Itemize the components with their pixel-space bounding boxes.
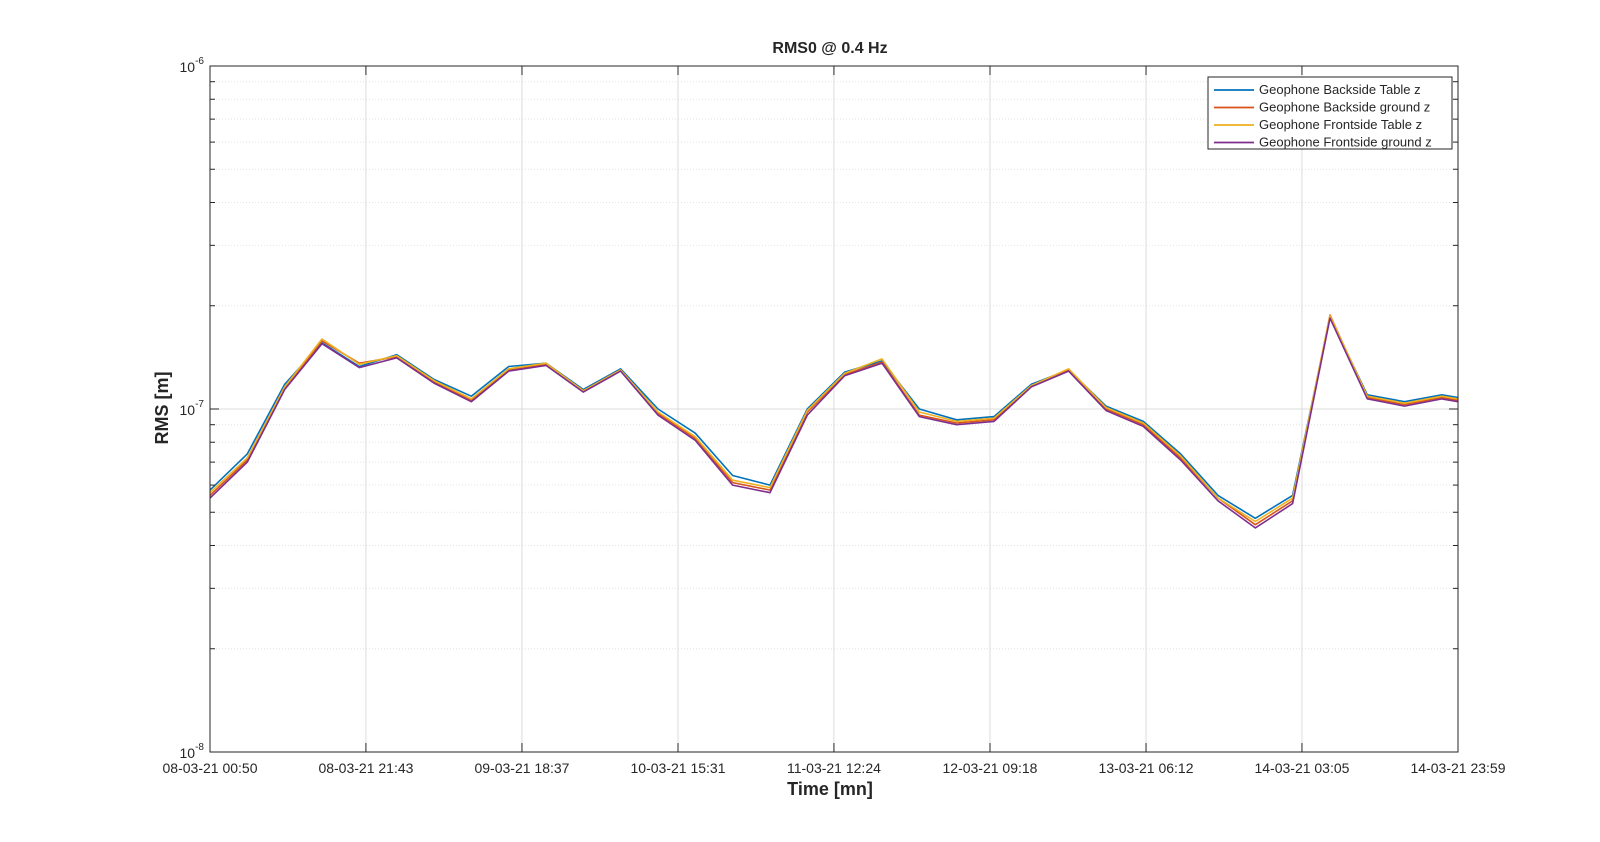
legend-label: Geophone Backside ground z [1259, 100, 1430, 115]
y-tick-label: 10-7 [180, 399, 205, 418]
plot-area [209, 65, 1459, 753]
x-tick-label: 12-03-21 09:18 [943, 760, 1038, 776]
legend: Geophone Backside Table z Geophone Backsi… [1207, 76, 1453, 150]
legend-label: Geophone Frontside Table z [1259, 117, 1422, 132]
y-tick-label: 10-8 [180, 742, 205, 761]
y-tick-label: 10-6 [180, 56, 205, 75]
x-tick-label: 10-03-21 15:31 [631, 760, 726, 776]
y-tick-base: 10 [180, 745, 196, 761]
x-tick-label: 08-03-21 00:50 [163, 760, 258, 776]
y-tick-labels: 10-810-710-6 [180, 56, 205, 761]
tick-marks [209, 65, 1459, 753]
x-tick-label: 09-03-21 18:37 [474, 760, 569, 776]
series-line-1 [209, 316, 1459, 520]
y-tick-base: 10 [180, 59, 196, 75]
x-axis-label: Time [mn] [787, 779, 873, 799]
x-tick-label: 14-03-21 03:05 [1254, 760, 1349, 776]
x-tick-label: 13-03-21 06:12 [1099, 760, 1194, 776]
x-tick-label: 11-03-21 12:24 [787, 760, 881, 776]
chart-title: RMS0 @ 0.4 Hz [772, 40, 887, 57]
legend-box [1207, 76, 1453, 150]
y-tick-exponent: -6 [195, 56, 204, 67]
x-tick-label: 14-03-21 23:59 [1411, 760, 1506, 776]
y-tick-exponent: -8 [195, 742, 204, 753]
series-line-4 [209, 317, 1459, 529]
grid-lines [210, 66, 1458, 752]
x-tick-labels: 08-03-21 00:50 08-03-21 21:43 09-03-21 18:… [163, 760, 1506, 776]
series-lines [209, 314, 1459, 529]
legend-label: Geophone Frontside ground z [1259, 135, 1432, 150]
x-tick-label: 08-03-21 21:43 [318, 760, 413, 776]
series-line-2 [209, 314, 1459, 526]
y-tick-exponent: -7 [195, 399, 204, 410]
series-line-3 [209, 314, 1459, 523]
legend-label: Geophone Backside Table z [1259, 82, 1421, 97]
y-axis-label: RMS [m] [152, 372, 172, 445]
y-tick-base: 10 [180, 402, 196, 418]
